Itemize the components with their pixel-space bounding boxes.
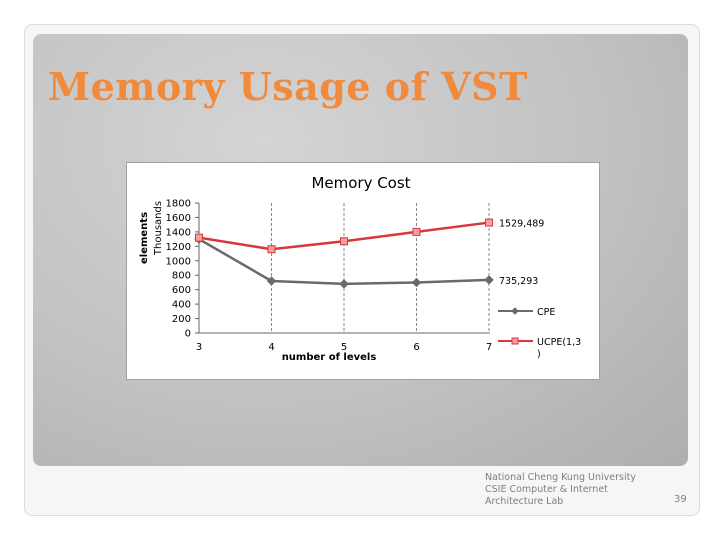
legend-label: CPE [537,307,555,318]
y-tick-label: 1200 [166,242,191,253]
y-tick-label: 800 [172,271,191,282]
data-label: 1529,489 [499,219,544,230]
x-tick-label: 7 [486,342,492,353]
y-tick-label: 0 [185,329,191,340]
data-point [340,237,348,246]
slide-title: Memory Usage of VST [48,64,528,109]
legend-label: UCPE(1,3 [537,337,581,348]
footer-line: Architecture Lab [485,496,564,507]
data-point [412,227,421,236]
footer-line: National Cheng Kung University [485,472,636,483]
y-tick-label: 200 [172,314,191,325]
x-tick-label: 6 [413,342,419,353]
y-tick-label: 1000 [166,256,191,267]
x-tick-label: 5 [341,342,347,353]
data-point [267,245,276,254]
y-tick-label: 1600 [166,213,191,224]
page-number: 39 [674,494,687,505]
x-tick-label: 3 [196,342,202,353]
y-tick-label: 400 [172,300,191,311]
y-tick-label: 1800 [166,199,191,210]
data-point [484,275,494,285]
y-axis-label: elements [139,212,150,264]
footer-line: CSIE Computer & Internet [485,484,608,495]
x-axis-label: number of levels [282,352,377,363]
chart-series: 735,293 CPE 1529,489 UCPE(1,3) [194,218,581,360]
legend-marker [511,337,519,345]
legend-marker [511,307,519,315]
data-point [485,218,493,227]
data-point [266,276,277,286]
x-tick-label: 4 [268,342,274,353]
chart-title: Memory Cost [311,174,410,192]
data-label: 735,293 [499,276,538,287]
data-point [195,233,203,242]
chart-grid [198,203,490,333]
legend-label: ) [537,349,541,360]
memory-cost-chart: 0 200 400 600 800 1000 1200 1400 1600 1800 3 4 5 6 7 7… [126,162,600,380]
chart-canvas: 0 200 400 600 800 1000 1200 1400 1600 1800 3 4 5 6 7 7… [139,174,581,363]
y-tick-label: 600 [172,285,191,296]
data-point [339,279,349,289]
y-axis-unit-label: Thousands [153,201,164,256]
y-tick-label: 1400 [166,227,191,238]
data-point [411,277,422,288]
footer-affiliation: National Cheng Kung University CSIE Comp… [485,472,636,508]
chart-axes: 0 200 400 600 800 1000 1200 1400 1600 1800 3 4 5 6 7 [166,199,493,354]
